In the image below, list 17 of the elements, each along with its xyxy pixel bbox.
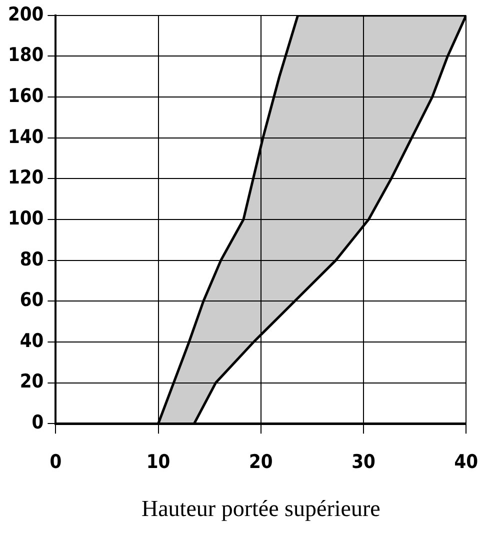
y-tick-label: 60 [20, 289, 44, 312]
x-tick-label: 20 [248, 450, 273, 473]
y-tick-label: 120 [8, 166, 44, 189]
y-tick-label: 180 [8, 44, 44, 66]
y-tick-label: 80 [20, 248, 44, 270]
y-tick-label: 140 [8, 126, 44, 148]
y-tick-label: 0 [32, 412, 44, 434]
x-tick-label: 40 [454, 450, 478, 473]
y-tick-label: 100 [8, 207, 44, 230]
y-tick-label: 20 [20, 370, 44, 393]
x-tick-label: 10 [146, 450, 170, 473]
x-axis-title: Hauteur portée supérieure [141, 496, 380, 522]
y-tick-label: 160 [8, 84, 44, 107]
x-tick-label: 30 [352, 450, 376, 473]
x-tick-label: 0 [50, 450, 62, 473]
y-tick-label: 200 [8, 3, 44, 26]
y-tick-label: 40 [20, 330, 44, 352]
